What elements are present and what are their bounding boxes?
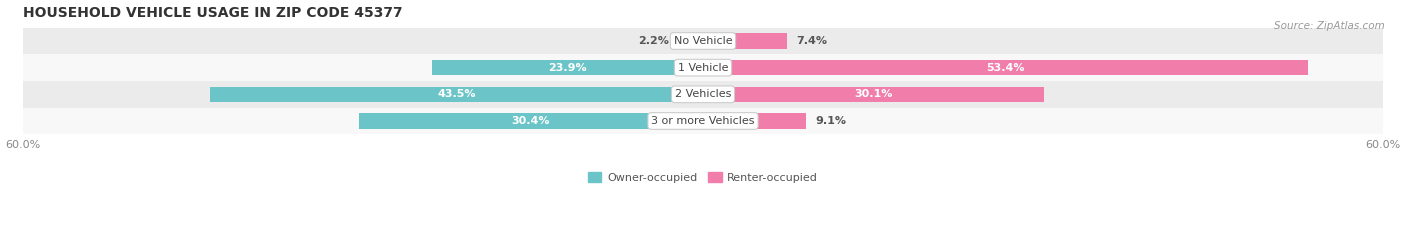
Text: 53.4%: 53.4% — [986, 63, 1025, 73]
Text: 30.4%: 30.4% — [512, 116, 550, 126]
Bar — [678, 33, 703, 49]
Text: 7.4%: 7.4% — [796, 36, 827, 46]
Bar — [703, 60, 1308, 75]
Text: 2 Vehicles: 2 Vehicles — [675, 89, 731, 99]
Bar — [22, 54, 1384, 81]
Bar — [22, 28, 1384, 54]
Text: No Vehicle: No Vehicle — [673, 36, 733, 46]
Text: 2.2%: 2.2% — [638, 36, 669, 46]
Text: 9.1%: 9.1% — [815, 116, 846, 126]
Text: HOUSEHOLD VEHICLE USAGE IN ZIP CODE 45377: HOUSEHOLD VEHICLE USAGE IN ZIP CODE 4537… — [22, 6, 402, 20]
Bar — [22, 81, 1384, 108]
Text: 23.9%: 23.9% — [548, 63, 586, 73]
Text: 3 or more Vehicles: 3 or more Vehicles — [651, 116, 755, 126]
Text: 1 Vehicle: 1 Vehicle — [678, 63, 728, 73]
Bar — [703, 113, 806, 129]
Bar — [703, 87, 1045, 102]
Bar — [703, 33, 787, 49]
Bar — [22, 108, 1384, 134]
Bar — [432, 60, 703, 75]
Text: 43.5%: 43.5% — [437, 89, 475, 99]
Text: 30.1%: 30.1% — [855, 89, 893, 99]
Text: Source: ZipAtlas.com: Source: ZipAtlas.com — [1274, 21, 1385, 31]
Legend: Owner-occupied, Renter-occupied: Owner-occupied, Renter-occupied — [583, 168, 823, 187]
Bar — [209, 87, 703, 102]
Bar — [359, 113, 703, 129]
